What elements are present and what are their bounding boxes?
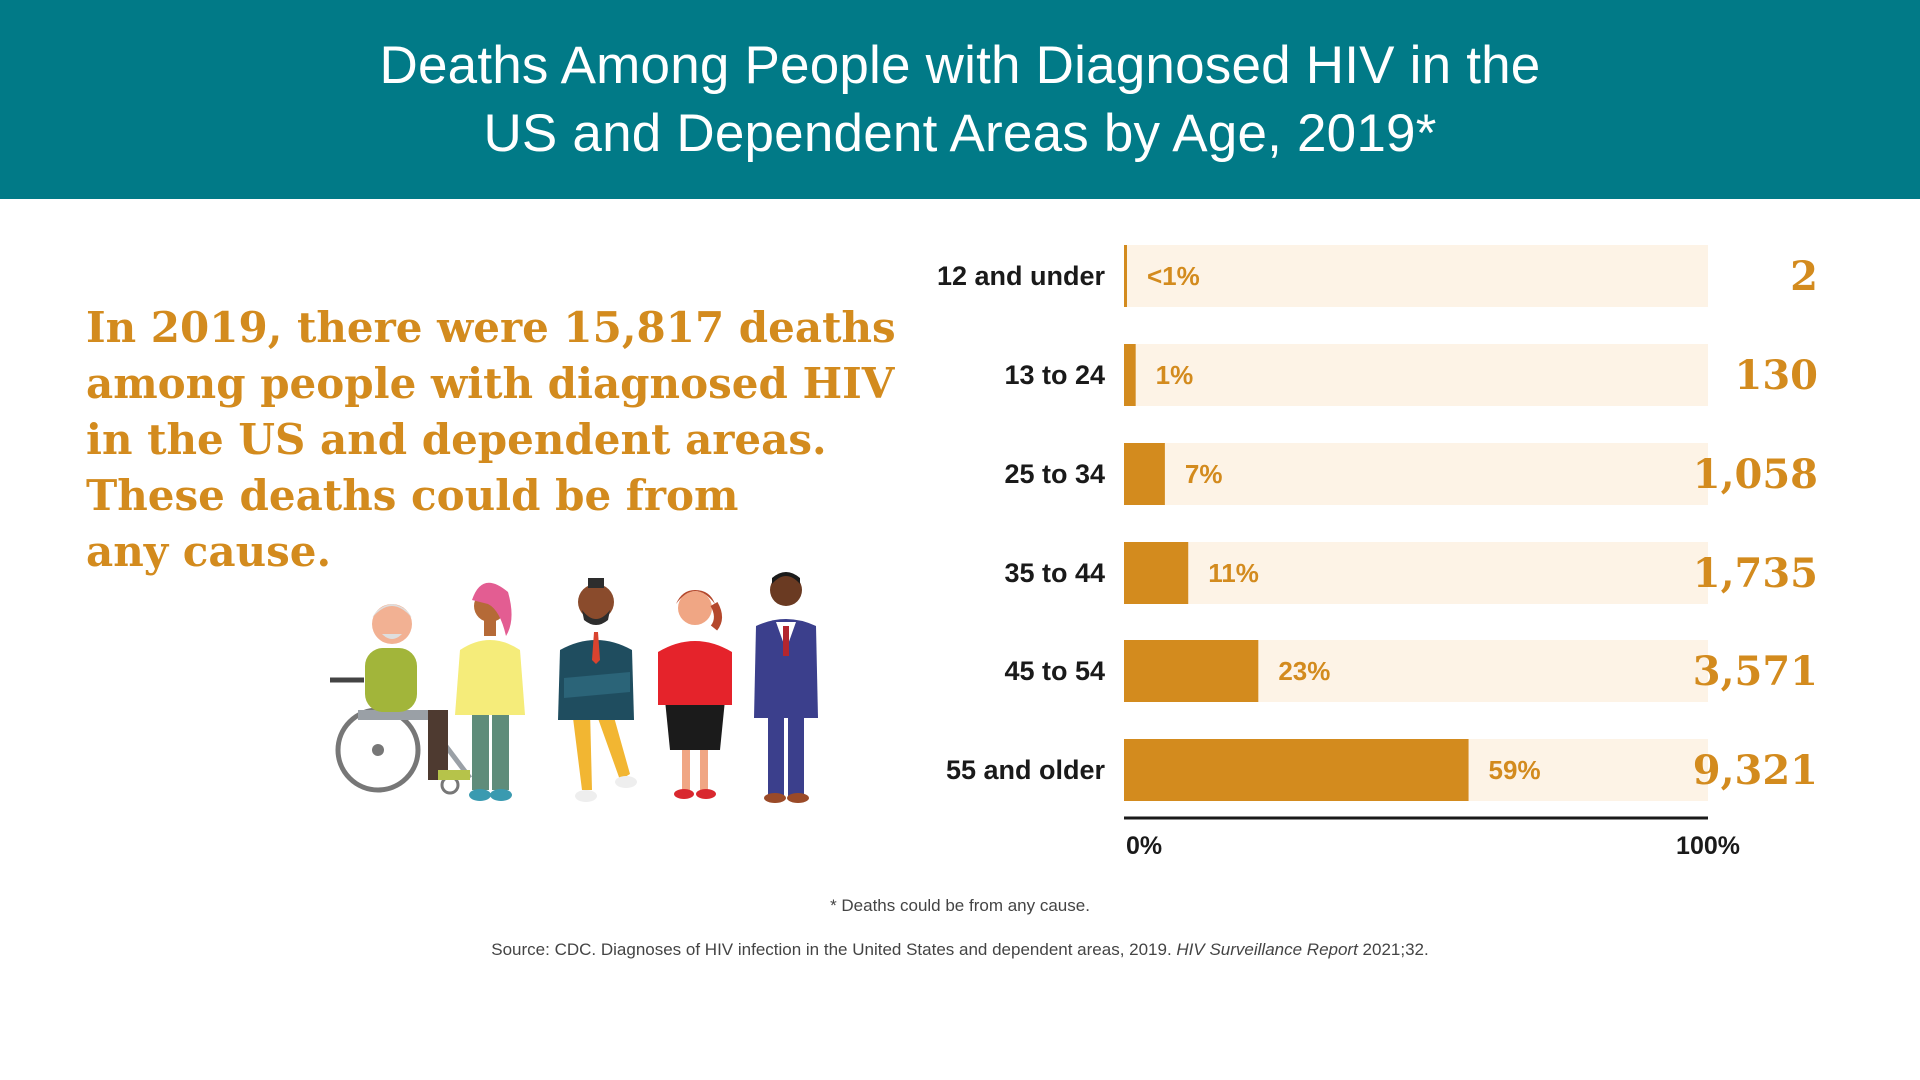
category-label: 45 to 54 xyxy=(1004,656,1105,686)
bar-track xyxy=(1124,542,1708,604)
lead-line-4: These deaths could be from xyxy=(86,471,739,520)
category-label: 35 to 44 xyxy=(1004,558,1105,588)
lead-line-1: In 2019, there were 15,817 deaths xyxy=(86,303,896,352)
category-label: 25 to 34 xyxy=(1004,459,1105,489)
category-label: 55 and older xyxy=(946,755,1106,785)
page-title-line-1: Deaths Among People with Diagnosed HIV i… xyxy=(379,35,1541,95)
source-report-title: HIV Surveillance Report xyxy=(1176,940,1358,959)
source-suffix: 2021;32. xyxy=(1357,940,1429,959)
lead-line-3: in the US and dependent areas. xyxy=(86,415,827,464)
suit-person-icon xyxy=(754,572,818,803)
page-title-line-2: US and Dependent Areas by Age, 2019* xyxy=(483,103,1437,163)
bar-track xyxy=(1124,443,1708,505)
percent-label: 7% xyxy=(1185,459,1223,489)
bar-track xyxy=(1124,344,1708,406)
red-top-person-icon xyxy=(658,590,732,799)
bar xyxy=(1124,344,1136,406)
lead-line-2: among people with diagnosed HIV xyxy=(86,359,895,408)
crossed-arms-person-icon xyxy=(558,578,637,802)
footnote: * Deaths could be from any cause. xyxy=(830,896,1090,915)
percent-label: 1% xyxy=(1156,360,1194,390)
x-tick-label: 100% xyxy=(1676,832,1740,860)
category-label: 13 to 24 xyxy=(1004,360,1105,390)
count-label: 1,058 xyxy=(1693,451,1818,498)
count-label: 3,571 xyxy=(1693,648,1818,695)
count-label: 1,735 xyxy=(1693,550,1818,597)
bar xyxy=(1124,542,1189,604)
wheelchair-person-icon xyxy=(330,604,472,795)
bar-chart: 12 and under <1% 2 13 to 24 1% 130 25 to 34 7% 1… xyxy=(937,245,1819,860)
bar xyxy=(1124,739,1469,801)
count-label: 9,321 xyxy=(1693,747,1818,794)
x-tick-label: 0% xyxy=(1126,832,1162,860)
count-label: 130 xyxy=(1735,352,1819,399)
percent-label: <1% xyxy=(1147,261,1200,291)
header-banner: Deaths Among People with Diagnosed HIV i… xyxy=(0,0,1920,199)
percent-label: 11% xyxy=(1208,558,1259,588)
lead-line-5: any cause. xyxy=(86,527,332,576)
lead-statement: In 2019, there were 15,817 deaths among … xyxy=(86,300,896,580)
bar xyxy=(1124,640,1259,702)
people-illustration xyxy=(330,572,818,803)
percent-label: 59% xyxy=(1489,755,1541,785)
source-prefix: Source: CDC. Diagnoses of HIV infection … xyxy=(491,940,1177,959)
pink-hair-person-icon xyxy=(455,582,525,801)
category-label: 12 and under xyxy=(937,261,1106,291)
percent-label: 23% xyxy=(1278,656,1330,686)
bar xyxy=(1124,245,1127,307)
source-citation: Source: CDC. Diagnoses of HIV infection … xyxy=(0,940,1920,960)
bar-track xyxy=(1124,245,1708,307)
count-label: 2 xyxy=(1790,253,1818,300)
bar xyxy=(1124,443,1165,505)
